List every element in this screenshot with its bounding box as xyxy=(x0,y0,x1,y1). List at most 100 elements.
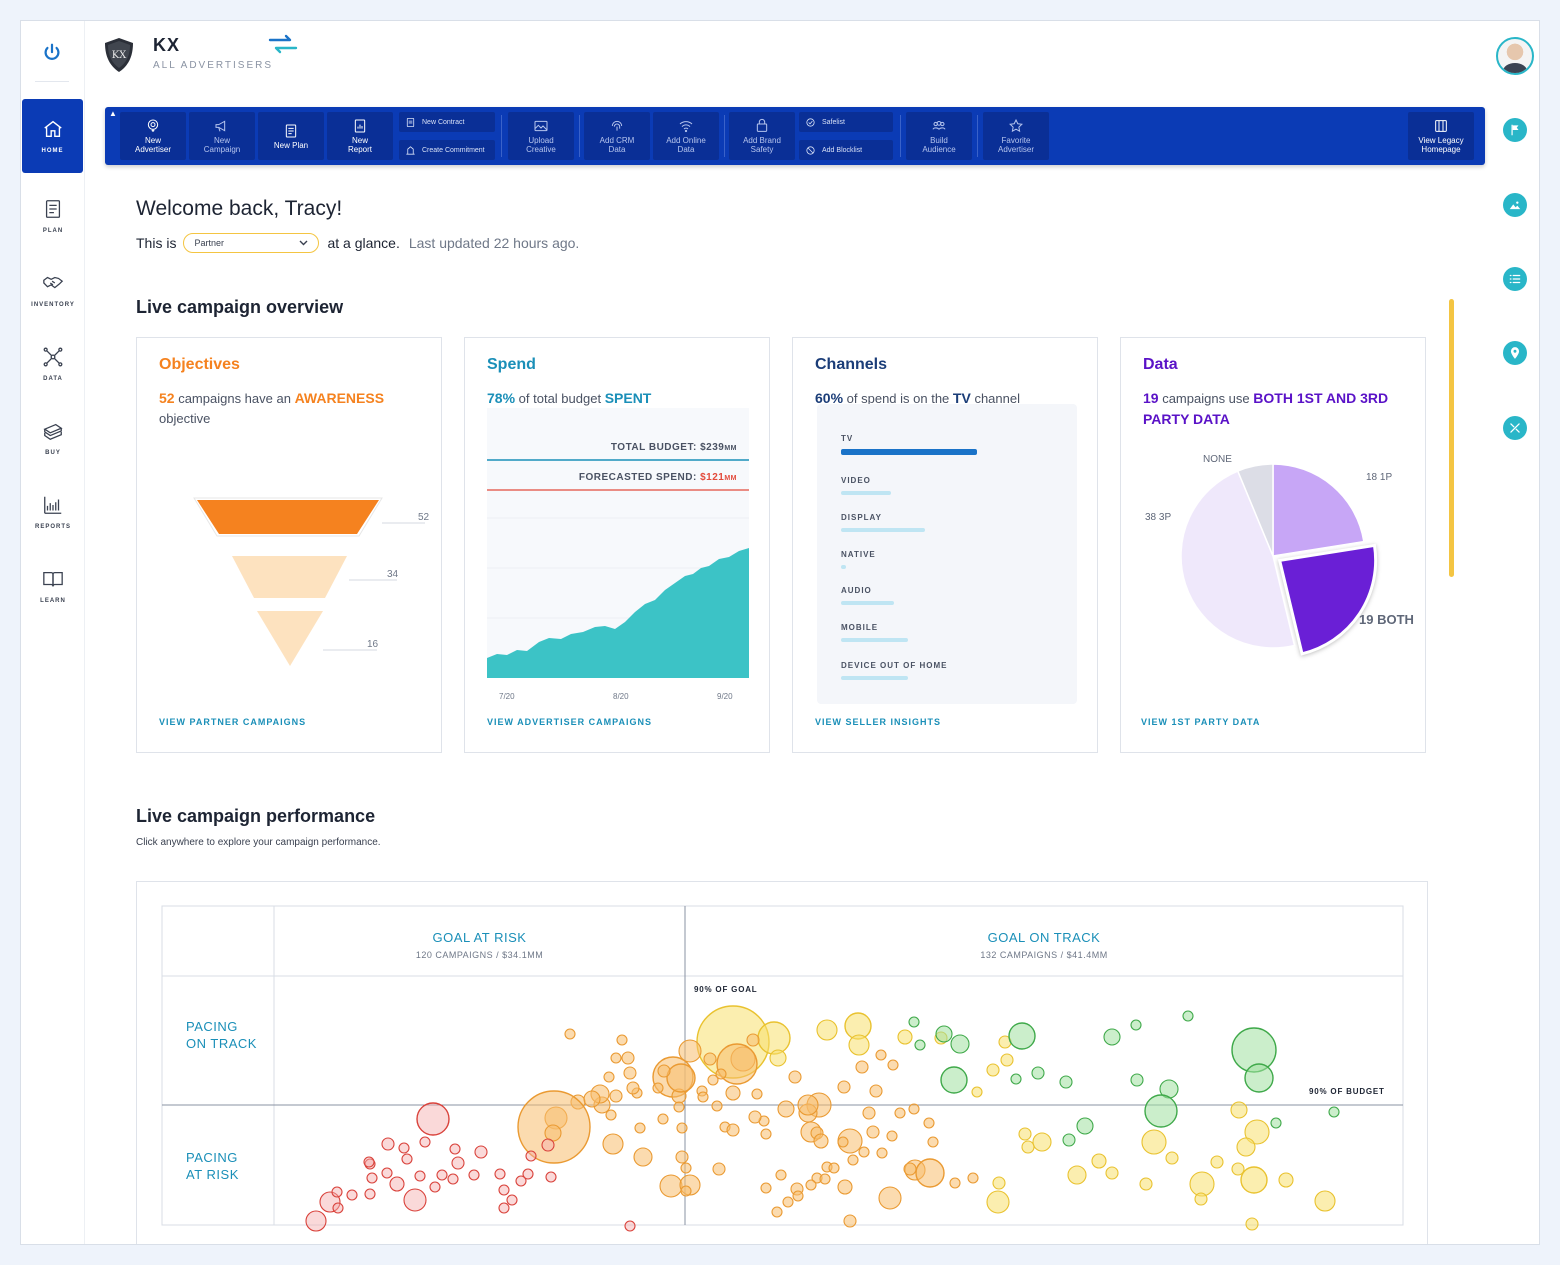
objectives-card[interactable]: Objectives 52 campaigns have an AWARENES… xyxy=(136,337,442,753)
list-rail-button[interactable] xyxy=(1503,267,1527,291)
campaign-bubble xyxy=(498,1202,510,1214)
quick-actions-toolbar: ▲ New Advertiser New Campaign New Plan N… xyxy=(105,107,1485,165)
tools-rail-button[interactable] xyxy=(1503,416,1527,440)
row-label-line: PACING xyxy=(186,1150,238,1165)
channels-text-end: channel xyxy=(974,391,1020,406)
pie-slice xyxy=(1180,470,1296,649)
view-legacy-homepage-label: View Legacy Homepage xyxy=(1418,136,1464,154)
add-crm-data-button[interactable]: Add CRM Data xyxy=(584,112,650,160)
view-seller-insights-link[interactable]: VIEW SELLER INSIGHTS xyxy=(815,717,942,727)
campaign-bubble xyxy=(515,1175,527,1187)
new-report-label: New Report xyxy=(347,136,372,154)
channels-highlight: TV xyxy=(952,390,971,406)
power-icon[interactable] xyxy=(41,42,63,64)
campaign-bubble xyxy=(703,1052,717,1066)
channel-share-bar xyxy=(841,676,908,680)
data-card[interactable]: Data 19 campaigns use BOTH 1ST AND 3RD P… xyxy=(1120,337,1426,753)
add-brand-safety-button[interactable]: Add Brand Safety xyxy=(729,112,795,160)
nav-reports[interactable]: REPORTS xyxy=(21,475,85,549)
nav-divider xyxy=(35,81,69,82)
campaign-bubble xyxy=(992,1176,1006,1190)
view-advertiser-campaigns-link[interactable]: VIEW ADVERTISER CAMPAIGNS xyxy=(487,717,653,727)
safelist-button[interactable]: Safelist xyxy=(799,112,893,132)
build-audience-button[interactable]: Build Audience xyxy=(906,112,972,160)
campaign-bubble xyxy=(837,1080,851,1094)
view-1st-party-data-link[interactable]: VIEW 1ST PARTY DATA xyxy=(1141,717,1261,727)
campaign-bubble xyxy=(908,1103,920,1115)
campaign-bubble xyxy=(1328,1106,1340,1118)
channels-title: Channels xyxy=(815,356,888,373)
overview-title: Live campaign overview xyxy=(136,297,344,317)
image-rail-button[interactable] xyxy=(1503,193,1527,217)
campaign-bubble xyxy=(583,1090,601,1108)
objectives-count: 52 xyxy=(159,390,175,406)
brand-shield-logo: KX xyxy=(105,38,133,72)
partner-select[interactable]: Partner xyxy=(183,233,320,253)
location-pin-icon xyxy=(1510,347,1520,359)
spend-card[interactable]: Spend 78% of total budget SPENT TOTAL BU… xyxy=(464,337,770,753)
new-report-button[interactable]: New Report xyxy=(327,112,393,160)
new-campaign-button[interactable]: New Campaign xyxy=(189,112,255,160)
nav-inventory[interactable]: INVENTORY xyxy=(21,253,85,327)
campaign-bubble xyxy=(398,1142,410,1154)
add-blocklist-button[interactable]: Add Blocklist xyxy=(799,140,893,160)
flag-rail-button[interactable] xyxy=(1503,118,1527,142)
campaign-bubble xyxy=(792,1190,804,1202)
campaign-bubble xyxy=(843,1214,857,1228)
upload-creative-button[interactable]: Upload Creative xyxy=(508,112,574,160)
swap-arrows-icon[interactable] xyxy=(267,33,299,55)
campaign-bubble xyxy=(847,1154,859,1166)
campaign-bubble xyxy=(897,1029,913,1045)
funnel-value-2: 34 xyxy=(387,569,399,580)
new-contract-button[interactable]: New Contract xyxy=(399,112,495,132)
toolbar-divider xyxy=(724,115,725,157)
objectives-text-end: objective xyxy=(159,411,211,426)
campaign-bubble xyxy=(697,1091,709,1103)
nav-plan[interactable]: PLAN xyxy=(21,179,85,253)
create-commitment-button[interactable]: Create Commitment xyxy=(399,140,495,160)
nav-learn[interactable]: LEARN xyxy=(21,549,85,623)
spend-x-tick: 8/20 xyxy=(613,692,629,701)
nav-buy[interactable]: BUY xyxy=(21,401,85,475)
campaign-bubble xyxy=(389,1176,405,1192)
location-rail-button[interactable] xyxy=(1503,341,1527,365)
campaign-bubble xyxy=(797,1094,819,1116)
channel-name: AUDIO xyxy=(841,586,872,595)
new-plan-button[interactable]: New Plan xyxy=(258,112,324,160)
list-icon xyxy=(1509,274,1521,284)
add-online-data-button[interactable]: Add Online Data xyxy=(653,112,719,160)
campaign-bubble xyxy=(1245,1217,1259,1231)
campaign-bubble xyxy=(605,1109,617,1121)
campaign-bubble xyxy=(1194,1192,1208,1206)
add-online-data-label: Add Online Data xyxy=(666,136,706,154)
contract-icon xyxy=(406,117,415,127)
view-partner-campaigns-link[interactable]: VIEW PARTNER CAMPAIGNS xyxy=(159,717,307,727)
campaign-bubble xyxy=(1000,1053,1014,1067)
campaign-bubble xyxy=(1130,1073,1144,1087)
campaign-bubble xyxy=(564,1028,576,1040)
user-avatar[interactable] xyxy=(1496,37,1534,75)
nav-home[interactable]: HOME xyxy=(22,99,83,173)
collapse-toolbar-icon[interactable]: ▲ xyxy=(109,109,117,118)
brand-subtitle[interactable]: ALL ADVERTISERS xyxy=(153,60,274,71)
objectives-text: campaigns have an xyxy=(178,391,291,406)
campaign-bubble xyxy=(1076,1117,1094,1135)
channel-name: NATIVE xyxy=(841,550,876,559)
data-text: campaigns use xyxy=(1162,391,1250,406)
campaign-bubble xyxy=(626,1081,640,1095)
campaign-bubble xyxy=(621,1051,635,1065)
favorite-advertiser-button[interactable]: Favorite Advertiser xyxy=(983,112,1049,160)
campaign-bubble xyxy=(616,1034,628,1046)
build-audience-label: Build Audience xyxy=(922,136,956,154)
svg-text:KX: KX xyxy=(112,50,127,61)
channels-card[interactable]: Channels 60% of spend is on the TV chann… xyxy=(792,337,1098,753)
view-legacy-homepage-button[interactable]: View Legacy Homepage xyxy=(1408,112,1474,160)
performance-matrix[interactable]: GOAL AT RISK 120 CAMPAIGNS / $34.1MM GOA… xyxy=(136,881,1428,1244)
new-advertiser-button[interactable]: New Advertiser xyxy=(120,112,186,160)
campaign-bubble xyxy=(673,1101,685,1113)
campaign-bubble xyxy=(715,1068,727,1080)
campaign-bubble xyxy=(707,1074,719,1086)
nav-data[interactable]: DATA xyxy=(21,327,85,401)
objectives-highlight: AWARENESS xyxy=(294,390,385,406)
page-scrollbar[interactable] xyxy=(1449,299,1454,577)
